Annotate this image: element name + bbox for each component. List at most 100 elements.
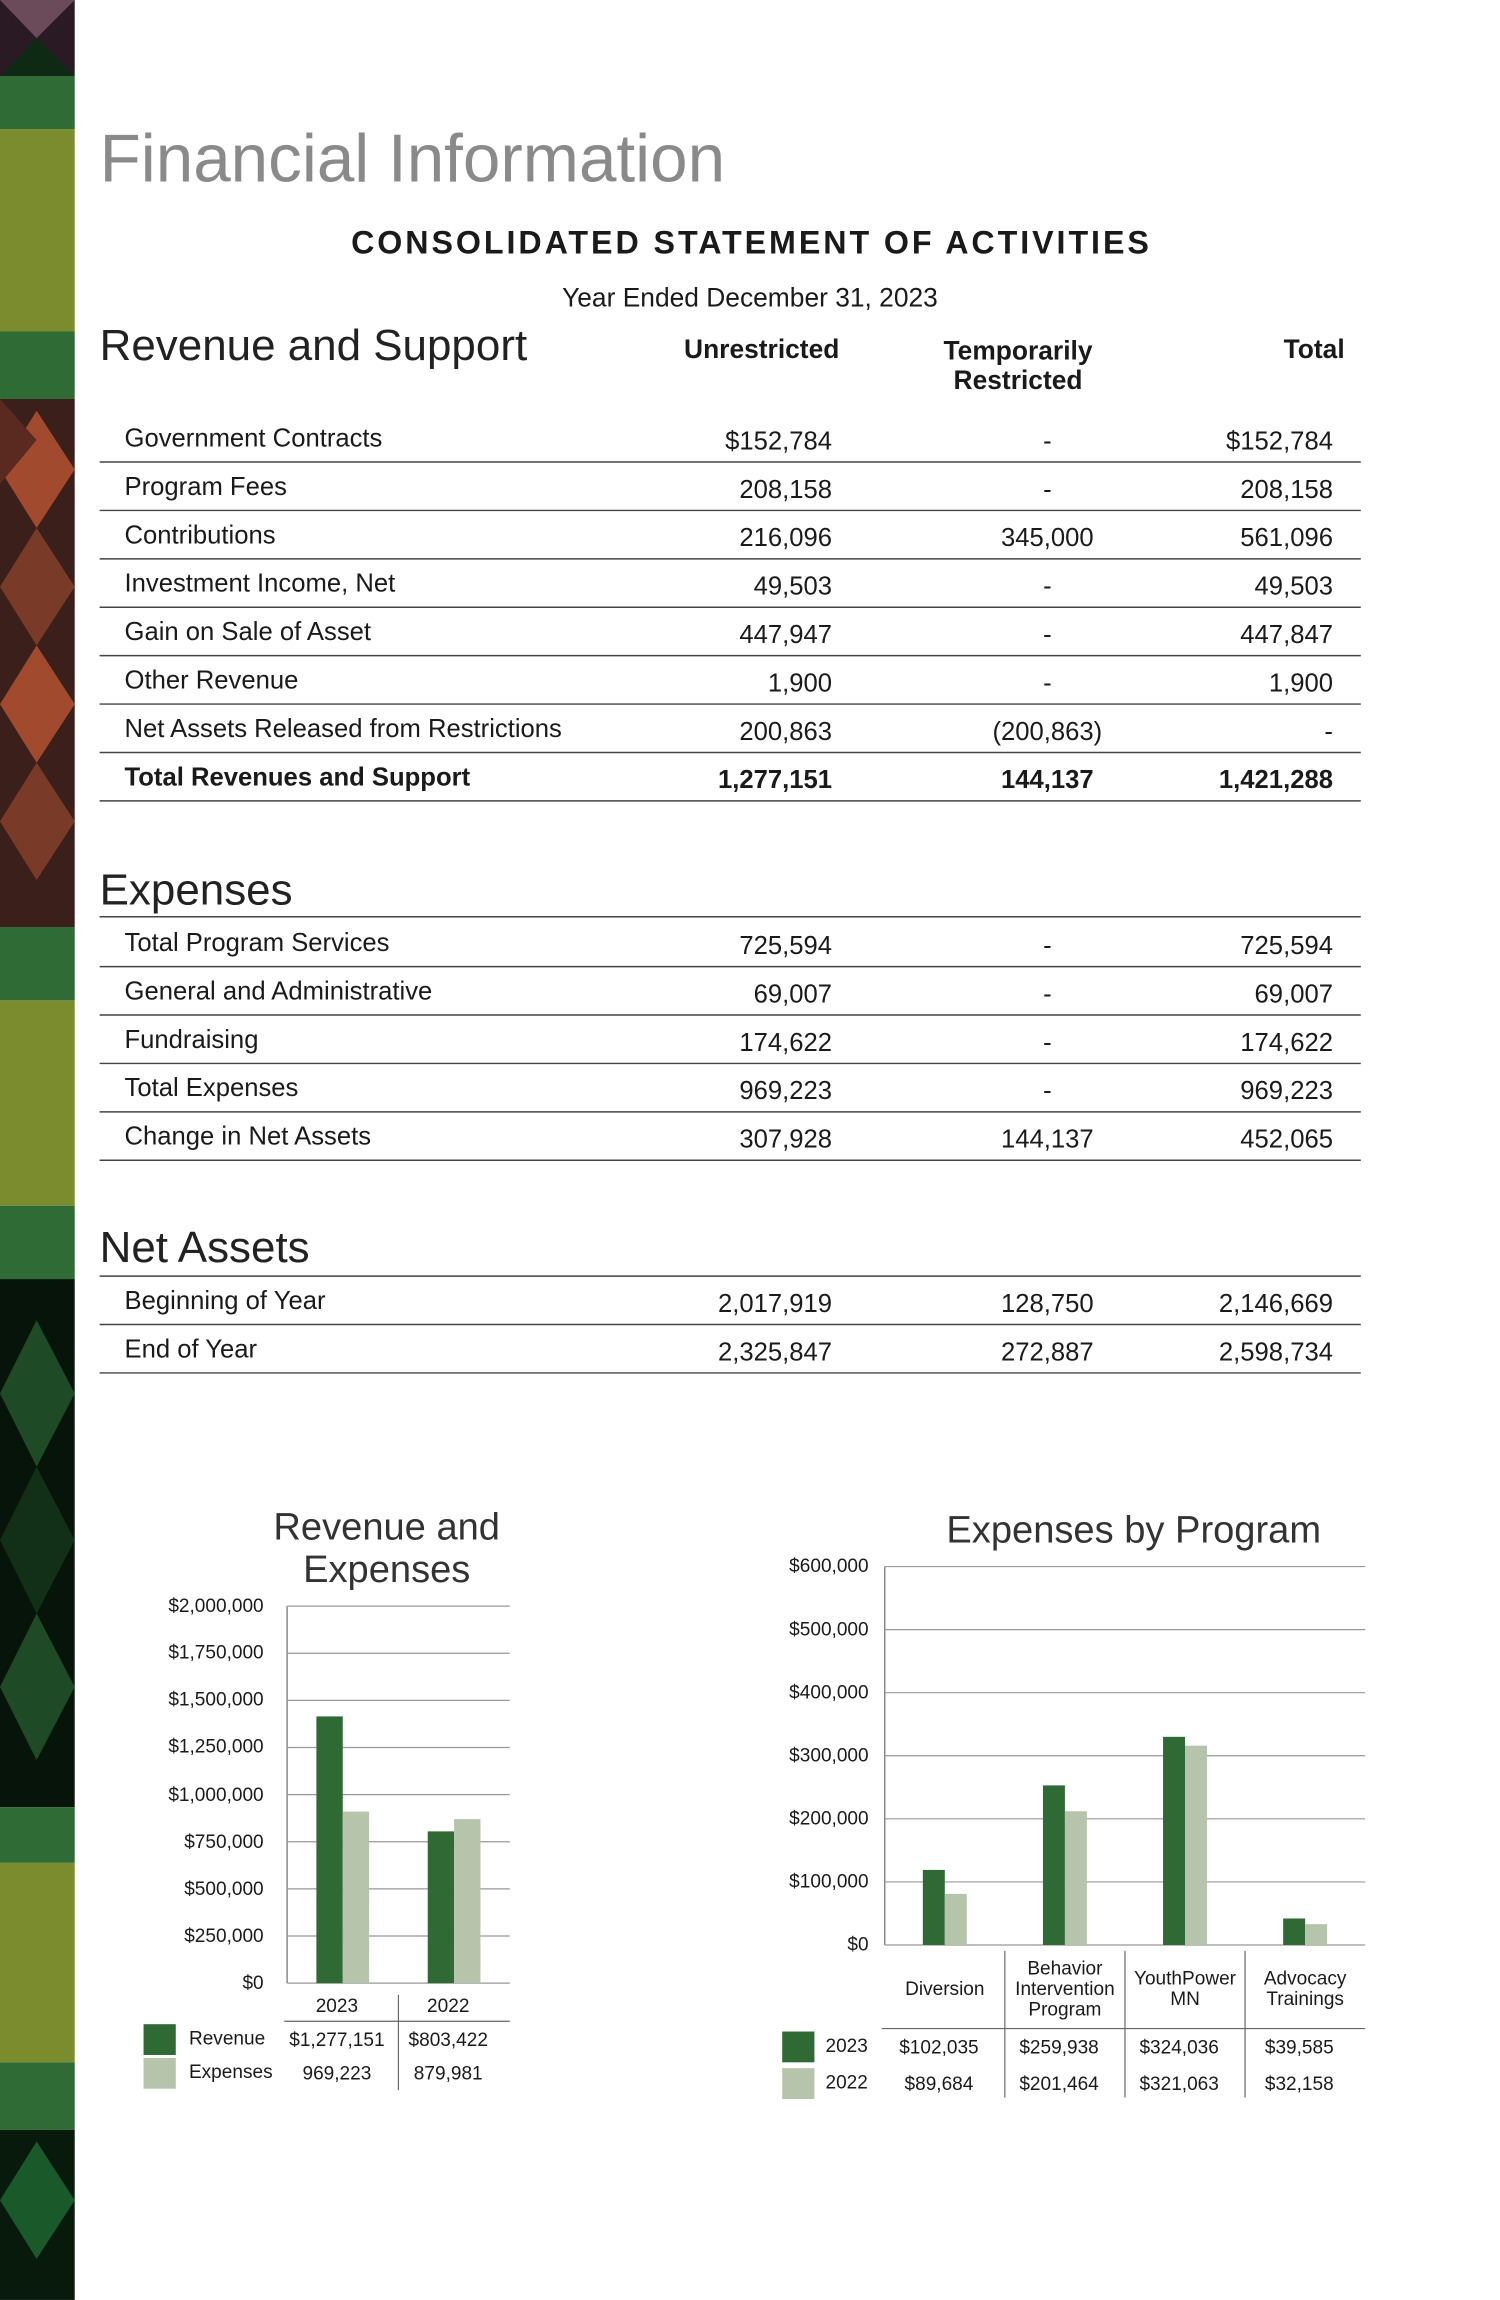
chart-title: Revenue and Expenses: [273, 1504, 501, 1591]
x-tick-label: Diversion: [905, 1977, 985, 2000]
amount: 1,900: [1268, 667, 1333, 698]
y-tick-label: $0: [847, 1933, 869, 1956]
amount: 345,000: [1000, 522, 1094, 553]
amount: 561,096: [1240, 522, 1333, 553]
amount: 2,598,734: [1218, 1336, 1333, 1367]
amount: 208,158: [1240, 474, 1333, 504]
bar: [1064, 1811, 1087, 1945]
amount: 969,223: [1240, 1075, 1333, 1106]
amount: -: [1324, 716, 1333, 746]
y-tick-label: $100,000: [789, 1869, 869, 1892]
legend-label: Revenue: [188, 2026, 266, 2049]
legend-swatch: [143, 2057, 176, 2089]
amount: 1,421,288: [1218, 764, 1333, 795]
amount: 216,096: [739, 522, 833, 553]
row-label: Contributions: [124, 519, 276, 550]
amount: 2,325,847: [717, 1336, 833, 1367]
row-label: End of Year: [124, 1333, 258, 1364]
row-label: Beginning of Year: [124, 1285, 326, 1315]
chart-title: Expenses by Program: [946, 1507, 1322, 1552]
bar: [922, 1869, 945, 1945]
amount: 307,928: [739, 1124, 833, 1154]
x-tick-label: 2022: [427, 1994, 470, 2017]
column-header: Temporarily Restricted: [943, 336, 1093, 395]
y-tick-label: $500,000: [789, 1617, 869, 1640]
y-tick-label: $600,000: [789, 1554, 869, 1577]
statement-subtitle: Year Ended December 31, 2023: [562, 283, 938, 313]
bar: [1283, 1918, 1306, 1945]
x-tick-label: YouthPower MN: [1134, 1966, 1237, 2010]
y-tick-label: $300,000: [789, 1743, 869, 1766]
amount: 144,137: [1000, 1124, 1094, 1154]
x-tick-label: Advocacy Trainings: [1263, 1966, 1347, 2010]
table-value: $32,158: [1264, 2072, 1334, 2095]
bar: [1185, 1745, 1207, 1945]
table-value: $201,464: [1019, 2072, 1099, 2095]
y-tick-label: $400,000: [789, 1680, 869, 1703]
y-tick-label: $250,000: [184, 1924, 264, 1947]
amount: 128,750: [1000, 1288, 1094, 1318]
bar: [427, 1831, 455, 1984]
amount: 208,158: [739, 474, 833, 504]
column-header: Total: [1283, 334, 1345, 364]
column-header: Unrestricted: [684, 334, 840, 364]
amount: -: [1043, 1075, 1052, 1106]
y-tick-label: $500,000: [184, 1876, 264, 1899]
y-tick-label: $1,500,000: [168, 1688, 264, 1711]
bar: [454, 1819, 481, 1984]
table-value: 879,981: [413, 2062, 483, 2085]
section-heading: Expenses: [99, 866, 293, 915]
amount: $152,784: [1226, 425, 1333, 456]
amount: 69,007: [753, 978, 833, 1009]
side-stripe: [0, 0, 75, 2300]
table-value: $259,938: [1019, 2035, 1099, 2058]
row-label: Change in Net Assets: [124, 1121, 372, 1151]
amount: 452,065: [1240, 1124, 1333, 1154]
x-tick-label: Behavior Intervention Program: [1015, 1956, 1115, 2020]
bar: [342, 1811, 370, 1984]
amount: (200,863): [992, 716, 1103, 746]
row-label: Fundraising: [124, 1024, 259, 1054]
y-tick-label: $1,000,000: [168, 1782, 264, 1805]
amount: -: [1043, 667, 1052, 698]
amount: $152,784: [725, 425, 833, 456]
amount: 2,017,919: [717, 1288, 833, 1318]
y-tick-label: $1,250,000: [168, 1735, 264, 1758]
amount: -: [1043, 425, 1052, 456]
bar: [1042, 1785, 1065, 1945]
row-label: Other Revenue: [124, 665, 299, 695]
row-label: General and Administrative: [124, 975, 433, 1006]
amount: 144,137: [1000, 764, 1094, 795]
section-heading: Net Assets: [99, 1224, 310, 1273]
x-tick-label: 2023: [315, 1994, 359, 2017]
bar: [944, 1893, 967, 1945]
y-tick-label: $0: [242, 1971, 264, 1994]
row-label: Government Contracts: [124, 422, 383, 453]
row-label: Total Expenses: [124, 1072, 299, 1103]
legend-swatch: [143, 2024, 176, 2055]
section-heading: Revenue and Support: [99, 321, 528, 371]
amount: 969,223: [739, 1075, 833, 1106]
row-label: Program Fees: [124, 471, 287, 501]
row-label: Gain on Sale of Asset: [124, 616, 372, 646]
amount: 69,007: [1254, 978, 1333, 1009]
amount: 725,594: [739, 930, 833, 960]
amount: 1,277,151: [717, 764, 833, 795]
page-title: Financial Information: [99, 119, 726, 197]
table-value: $89,684: [904, 2072, 974, 2095]
bar: [1163, 1736, 1186, 1945]
amount: -: [1043, 619, 1052, 649]
y-tick-label: $1,750,000: [168, 1641, 264, 1664]
legend-label: 2023: [825, 2034, 868, 2057]
table-value: $39,585: [1264, 2035, 1334, 2058]
table-value: 969,223: [302, 2062, 372, 2085]
amount: 272,887: [1000, 1336, 1094, 1367]
table-value: $321,063: [1139, 2072, 1219, 2095]
y-tick-label: $200,000: [789, 1806, 869, 1829]
bar: [1305, 1924, 1328, 1945]
amount: 174,622: [739, 1027, 833, 1057]
row-label: Total Program Services: [124, 927, 390, 957]
amount: 49,503: [1254, 571, 1333, 601]
